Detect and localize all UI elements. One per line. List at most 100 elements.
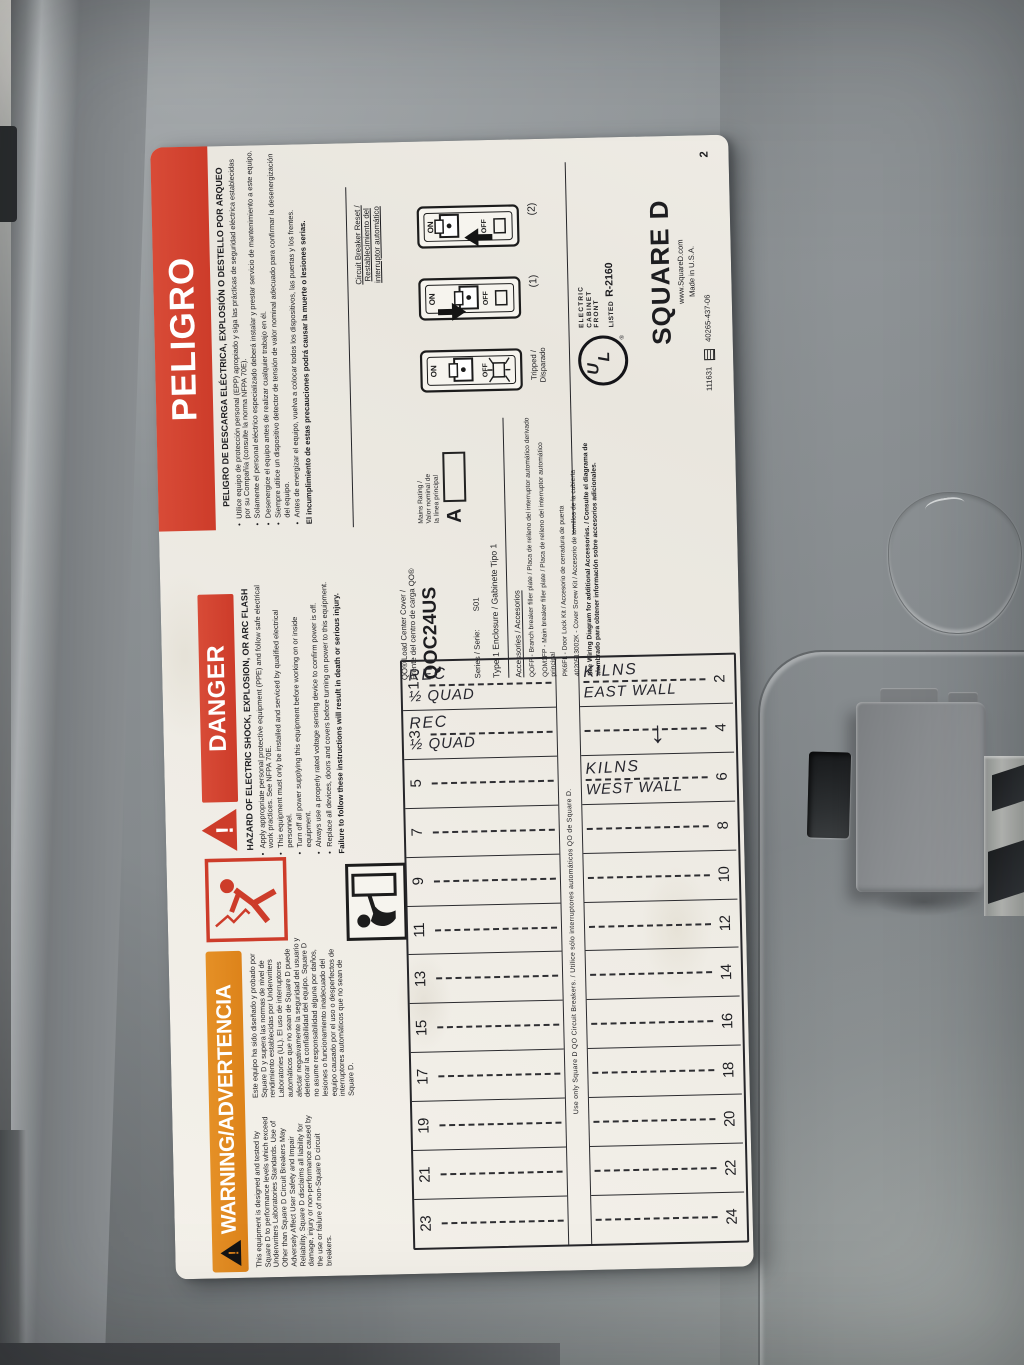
part-number-row: 111631 40265-437-06 2	[698, 151, 717, 391]
latch-tab	[880, 688, 938, 706]
directory-cell-18: 18	[587, 1044, 742, 1098]
peligro-header: PELIGRO	[161, 256, 205, 422]
circuit-number: 5	[407, 779, 425, 788]
danger-bullet-list: Apply appropriate personal protective eq…	[252, 582, 335, 856]
peligro-text-block: PELIGRO DE DESCARGA ELÉCTRICA, EXPLOSIÓN…	[213, 146, 314, 526]
warning-text: This equipment is designed and tested by…	[248, 935, 360, 1268]
writing-line	[440, 1170, 563, 1176]
warning-header-bar: ! WARNING/ADVERTENCIA	[205, 950, 249, 1273]
enclosure-type: Type 1 Enclosure / Gabinete Tipo 1	[488, 543, 502, 679]
warning-header: WARNING/ADVERTENCIA	[211, 984, 241, 1235]
reset-section-header: Circuit Breaker Reset / Restablecimiento…	[352, 160, 384, 331]
writing-line	[590, 971, 713, 977]
circuit-number: 21	[416, 1166, 434, 1183]
circuit-number: 14	[718, 964, 736, 981]
latch-slot[interactable]	[806, 751, 852, 839]
product-info: QO® Load Center Cover / Frente del centr…	[394, 416, 603, 680]
svg-text:!: !	[212, 826, 239, 835]
writing-line	[429, 681, 552, 687]
writing-line	[437, 1024, 560, 1029]
accessory-item: QOM1FP - Main breaker filler plate / Pla…	[536, 442, 557, 677]
mains-rating-value: A	[443, 508, 466, 524]
danger-header: DANGER	[202, 644, 232, 753]
circuit-directory: 23 21 19 17 15 13 11 9 7 5 3 1 Use only Square D QO…	[399, 652, 750, 1251]
circuit-number: 24	[723, 1208, 742, 1225]
writing-line	[430, 730, 553, 736]
caption-tripped: Tripped / Disparado	[528, 347, 548, 383]
writing-line	[588, 922, 712, 928]
breaker-tripped-icon: ON OFF	[419, 348, 523, 393]
writing-line	[441, 1219, 564, 1225]
directory-cell-16: 16	[586, 995, 741, 1049]
writing-line	[584, 727, 707, 732]
svg-text:OFF: OFF	[482, 362, 489, 377]
directory-cell-12: 12	[584, 898, 739, 951]
circuit-number: 23	[417, 1215, 435, 1232]
ul-file-number: R-2160	[602, 262, 616, 297]
circuit-number: 20	[721, 1110, 739, 1128]
svg-text:ON: ON	[426, 221, 435, 233]
directory-cell-23: 23	[414, 1195, 569, 1248]
writing-line	[439, 1121, 562, 1127]
mains-rating-block: Mains Rating / Valor nominal de la línea…	[416, 419, 468, 524]
circuit-number: 9	[409, 877, 428, 886]
writing-line	[438, 1072, 561, 1078]
brand-block: SQUARE D www.SquareD.com Made in U.S.A. …	[642, 151, 717, 393]
circuit-number: 17	[414, 1069, 432, 1086]
load-center-label: ! WARNING/ADVERTENCIA This equipment is …	[150, 134, 754, 1280]
revision-number: 2	[698, 151, 711, 158]
circuit-number: 8	[714, 821, 733, 830]
directory-cell-13: 13	[408, 951, 563, 1004]
see-wiring-note: See Wiring Diagram for additional Access…	[582, 442, 603, 676]
breaker-diagrams: ON OFF ON OFF	[415, 167, 524, 393]
directory-cell-19: 19	[411, 1097, 567, 1151]
door-edge-highlight	[0, 0, 11, 1365]
warning-text-english: This equipment is designed and tested by…	[251, 1115, 334, 1268]
circuit-number: 6	[713, 772, 732, 781]
danger-header-bar: DANGER	[197, 593, 239, 803]
writing-line	[586, 824, 709, 830]
panel-bottom-shadow	[0, 1343, 560, 1365]
circuit-number: 4	[712, 723, 730, 732]
directory-cell-10: 10	[583, 849, 738, 902]
writing-line	[591, 1020, 714, 1026]
circuit-number: 3	[406, 730, 424, 739]
ul-listed-icon: U L ®	[577, 334, 629, 387]
directory-cell-20: 20	[588, 1093, 743, 1147]
directory-even-row: 24 22 20 18 16 14 12 10 8 6 4 2	[579, 655, 746, 1244]
directory-cell-21: 21	[413, 1146, 568, 1200]
directory-odd-row: 23 21 19 17 15 13 11 9 7 5 3 1	[402, 659, 569, 1248]
cert-front3: FRONT	[593, 299, 601, 328]
directory-note: Use only Square D QO Circuit Breakers. /…	[565, 788, 581, 1115]
directory-cell-2: 2	[579, 655, 733, 706]
warning-triangle-icon: !	[220, 1239, 241, 1266]
accessory-item: QOFP - Branch breaker filler plate / Pla…	[523, 417, 537, 678]
writing-line	[594, 1167, 717, 1173]
directory-cell-1: 1	[402, 659, 556, 710]
writing-line	[585, 775, 708, 781]
directory-cell-7: 7	[405, 804, 560, 857]
directory-cell-3: 3	[403, 706, 558, 759]
writing-line	[583, 678, 706, 683]
caption-step2: (2)	[525, 202, 538, 216]
accessory-item: PK6FL - Door Lock Kit / Accesorio de cer…	[558, 505, 570, 677]
circuit-number: 18	[720, 1062, 738, 1079]
door-knockout-scribe	[888, 492, 1022, 634]
circuit-number: 19	[415, 1117, 433, 1134]
door-latch[interactable]	[856, 702, 986, 892]
circuit-number: 13	[411, 971, 430, 988]
hinge-shadow	[0, 1130, 26, 1365]
directory-cell-22: 22	[589, 1142, 745, 1196]
writing-line	[431, 779, 554, 785]
cert-box-icon	[703, 348, 716, 360]
writing-line	[595, 1216, 718, 1221]
directory-cell-4: 4	[580, 702, 735, 755]
svg-text:ON: ON	[429, 365, 438, 377]
danger-triangle-icon: !	[201, 808, 239, 851]
circuit-number: 22	[722, 1159, 741, 1176]
writing-line	[432, 828, 555, 834]
circuit-number: 1	[405, 681, 423, 690]
danger-text-block: HAZARD OF ELECTRIC SHOCK, EXPLOSION, OR …	[239, 582, 346, 856]
directory-cell-9: 9	[406, 853, 561, 906]
